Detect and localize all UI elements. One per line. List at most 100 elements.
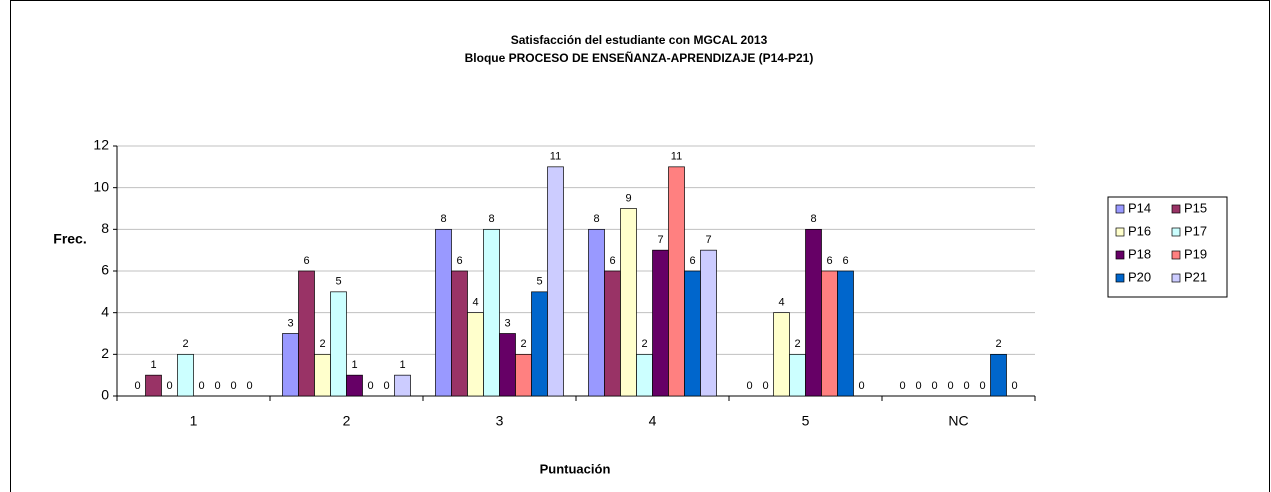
data-label: 1 (351, 359, 357, 371)
data-label: 0 (230, 380, 236, 392)
data-label: 8 (440, 213, 446, 225)
data-label: 11 (671, 151, 682, 163)
chart-subtitle: Bloque PROCESO DE ENSEÑANZA-APRENDIZAJE … (465, 50, 814, 65)
bar (773, 312, 790, 397)
bar (837, 270, 854, 397)
bar (435, 228, 452, 397)
data-label: 11 (550, 151, 561, 163)
data-label: 9 (625, 192, 631, 204)
data-label: 0 (367, 380, 373, 392)
legend-label: P15 (1184, 200, 1207, 215)
x-tick-label: 3 (496, 413, 504, 429)
data-label: 6 (842, 255, 848, 267)
bar (668, 166, 685, 397)
y-tick-label: 2 (101, 345, 109, 361)
data-label: 0 (947, 380, 953, 392)
bar (483, 228, 500, 397)
bar (604, 270, 621, 397)
data-label: 0 (899, 380, 905, 392)
x-tick-label: 4 (649, 413, 657, 429)
bar (451, 270, 468, 397)
x-tick-label: NC (948, 413, 968, 429)
y-tick-label: 10 (93, 178, 109, 194)
bar (346, 374, 363, 397)
data-label: 2 (520, 338, 526, 350)
data-label: 6 (303, 255, 309, 267)
legend-label: P19 (1184, 246, 1207, 261)
y-tick-label: 6 (101, 262, 109, 278)
bar (531, 291, 548, 397)
data-label: 0 (746, 380, 752, 392)
legend-label: P20 (1128, 269, 1151, 284)
legend-label: P18 (1128, 246, 1151, 261)
legend-swatch (1115, 250, 1125, 260)
bar (145, 374, 162, 397)
data-label: 5 (536, 276, 542, 288)
legend-label: P14 (1128, 200, 1151, 215)
data-label: 1 (150, 359, 156, 371)
data-label: 8 (810, 213, 816, 225)
x-tick-label: 5 (802, 413, 810, 429)
bar (515, 353, 532, 397)
data-label: 0 (1011, 380, 1017, 392)
y-axis-label: Frec. (53, 231, 86, 247)
y-tick-label: 12 (93, 137, 109, 153)
chart-border (10, 0, 1270, 492)
bar (990, 353, 1007, 397)
bar (821, 270, 838, 397)
data-label: 0 (762, 380, 768, 392)
bar (282, 333, 299, 397)
data-label: 5 (335, 276, 341, 288)
bar (620, 208, 637, 397)
legend-box (1107, 196, 1228, 298)
data-label: 0 (963, 380, 969, 392)
bar (330, 291, 347, 397)
data-label: 2 (995, 338, 1001, 350)
legend-label: P16 (1128, 223, 1151, 238)
x-tick-label: 1 (190, 413, 198, 429)
bar (652, 249, 669, 397)
data-label: 6 (689, 255, 695, 267)
data-label: 0 (979, 380, 985, 392)
legend-swatch (1115, 227, 1125, 237)
x-axis-label: Puntuación (540, 461, 611, 476)
legend-swatch (1171, 273, 1181, 283)
bar (636, 353, 653, 397)
bar (588, 228, 605, 397)
bar (499, 333, 516, 397)
data-label: 0 (198, 380, 204, 392)
legend-swatch (1171, 227, 1181, 237)
bar (467, 312, 484, 397)
data-label: 0 (915, 380, 921, 392)
bar (394, 374, 411, 397)
legend-swatch (1115, 204, 1125, 214)
bar (298, 270, 315, 397)
data-label: 0 (166, 380, 172, 392)
bar (177, 353, 194, 397)
chart-title: Satisfacción del estudiante con MGCAL 20… (511, 33, 768, 47)
data-label: 0 (858, 380, 864, 392)
data-label: 6 (826, 255, 832, 267)
y-tick-label: 0 (101, 387, 109, 403)
data-label: 1 (399, 359, 405, 371)
bar (700, 249, 717, 397)
data-label: 4 (472, 297, 478, 309)
data-label: 2 (182, 338, 188, 350)
bar (805, 228, 822, 397)
bar (684, 270, 701, 397)
data-label: 7 (705, 234, 711, 246)
y-tick-label: 4 (101, 303, 109, 319)
data-label: 0 (931, 380, 937, 392)
bar (789, 353, 806, 397)
y-tick-label: 8 (101, 220, 109, 236)
data-label: 3 (287, 317, 293, 329)
data-label: 2 (641, 338, 647, 350)
legend-label: P21 (1184, 269, 1207, 284)
data-label: 2 (794, 338, 800, 350)
data-label: 0 (246, 380, 252, 392)
data-label: 0 (134, 380, 140, 392)
data-label: 3 (504, 317, 510, 329)
data-label: 8 (488, 213, 494, 225)
bar (547, 166, 564, 397)
